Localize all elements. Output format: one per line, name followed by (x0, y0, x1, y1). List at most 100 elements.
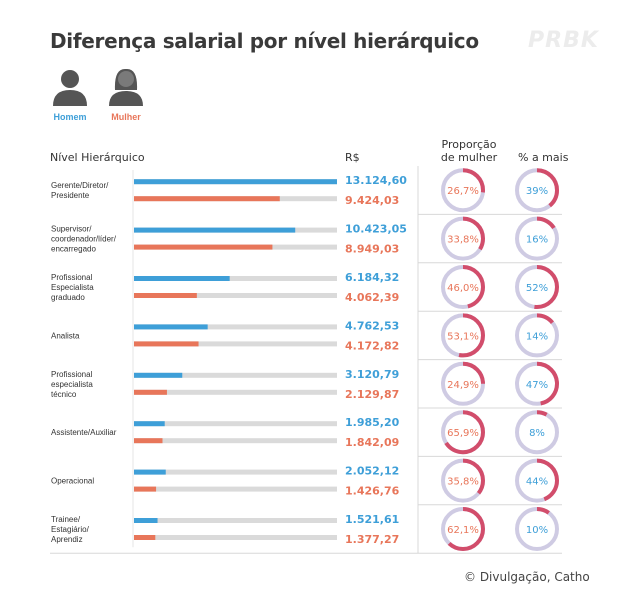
value-homem: 2.052,12 (345, 465, 399, 478)
value-mulher: 4.172,82 (345, 339, 399, 352)
bar-mulher (134, 341, 199, 347)
value-mulher: 1.426,76 (345, 485, 400, 498)
category-label: técnico (51, 390, 77, 399)
value-mulher: 2.129,87 (345, 388, 399, 401)
bar-mulher (134, 244, 273, 250)
category-label: Profissional (51, 273, 93, 282)
ring-proporcao-label: 62,1% (447, 525, 479, 536)
ring-pct-mais-fill (515, 168, 559, 213)
value-mulher: 1.377,27 (345, 533, 399, 546)
ring-proporcao-fill (441, 216, 485, 261)
ring-proporcao-fill (441, 410, 485, 455)
category-label: especialista (51, 380, 93, 389)
category-label: encarregado (51, 245, 96, 254)
header-pct-mais: % a mais (518, 151, 569, 164)
bar-track-mulher (134, 389, 337, 395)
ring-proporcao-label: 35,8% (447, 477, 479, 488)
ring-pct-mais-fill (515, 313, 559, 358)
bar-homem (134, 518, 158, 523)
bar-mulher (134, 293, 197, 298)
bar-mulher (134, 486, 157, 492)
legend-mulher-label: Mulher (111, 112, 141, 122)
bar-homem (134, 276, 230, 281)
ring-proporcao-label: 33,8% (447, 235, 479, 246)
category-label: Profissional (51, 370, 93, 379)
bar-homem (134, 421, 165, 427)
header-nivel: Nível Hierárquico (50, 151, 145, 164)
category-label: Estagiário/ (51, 525, 90, 534)
bar-track-mulher (134, 341, 337, 347)
category-label: Operacional (51, 477, 94, 486)
value-homem: 1.985,20 (345, 416, 400, 429)
ring-proporcao-fill (441, 361, 485, 406)
bar-mulher (134, 535, 156, 540)
value-homem: 10.423,05 (345, 223, 407, 236)
bar-track-mulher (134, 293, 337, 298)
category-label: Trainee/ (51, 515, 81, 524)
bar-track-mulher (134, 486, 337, 492)
chart-title: Diferença salarial por nível hierárquico (50, 29, 479, 53)
legend-homem: Homem (48, 66, 92, 122)
ring-proporcao-fill (441, 265, 485, 309)
ring-proporcao-fill (441, 313, 485, 358)
category-label: Aprendiz (51, 535, 83, 544)
header-rs: R$ (345, 151, 360, 164)
category-label: Especialista (51, 283, 94, 292)
ring-pct-mais-fill (515, 507, 559, 551)
ring-proporcao-label: 24,9% (447, 380, 479, 391)
legend-homem-label: Homem (53, 112, 87, 122)
category-label: Gerente/Diretor/ (51, 181, 109, 190)
bar-homem (134, 179, 337, 185)
ring-pct-mais-label: 39% (526, 186, 548, 197)
value-homem: 3.120,79 (345, 368, 399, 381)
ring-proporcao-label: 26,7% (447, 186, 479, 197)
man-icon (53, 70, 87, 106)
value-mulher: 4.062,39 (345, 291, 399, 304)
ring-pct-mais-label: 10% (526, 525, 548, 536)
ring-pct-mais-label: 52% (526, 283, 548, 294)
bar-mulher (134, 389, 167, 395)
bar-homem (134, 227, 296, 233)
category-label: graduado (51, 293, 85, 302)
value-mulher: 1.842,09 (345, 436, 399, 449)
value-homem: 6.184,32 (345, 271, 399, 284)
bar-homem (134, 469, 166, 475)
bar-homem (134, 324, 208, 330)
watermark-logo: PRBK (528, 28, 599, 53)
bar-track-homem (134, 324, 337, 330)
bar-track-homem (134, 372, 337, 378)
category-label: Analista (51, 331, 80, 340)
category-label: coordenador/líder/ (51, 235, 117, 244)
bar-track-homem (134, 276, 337, 281)
ring-proporcao-fill (441, 458, 485, 503)
value-homem: 1.521,61 (345, 513, 399, 526)
value-homem: 4.762,53 (345, 319, 399, 332)
category-label: Assistente/Auxiliar (51, 428, 117, 437)
ring-proporcao-label: 53,1% (447, 331, 479, 342)
bar-track-homem (134, 469, 337, 475)
bar-track-homem (134, 421, 337, 427)
bar-homem (134, 372, 183, 378)
ring-proporcao-fill (441, 507, 485, 551)
bar-mulher (134, 196, 280, 202)
ring-pct-mais-label: 47% (526, 380, 548, 391)
bar-track-mulher (134, 438, 337, 444)
legend-mulher: Mulher (104, 66, 148, 122)
woman-icon (109, 68, 143, 106)
value-mulher: 8.949,03 (345, 243, 399, 256)
photo-credit: © Divulgação, Catho (464, 570, 590, 584)
ring-pct-mais-label: 44% (526, 477, 548, 488)
ring-pct-mais-label: 16% (526, 235, 548, 246)
ring-pct-mais-label: 14% (526, 331, 548, 342)
ring-pct-mais-fill (515, 216, 559, 261)
ring-pct-mais-fill (515, 410, 559, 455)
ring-pct-mais-label: 8% (529, 428, 545, 439)
ring-pct-mais-fill (515, 361, 559, 406)
ring-proporcao-fill (441, 168, 485, 213)
bar-mulher (134, 438, 163, 444)
bar-track-homem (134, 518, 337, 523)
ring-pct-mais-fill (515, 265, 559, 309)
bar-track-mulher (134, 535, 337, 540)
value-homem: 13.124,60 (345, 174, 407, 187)
